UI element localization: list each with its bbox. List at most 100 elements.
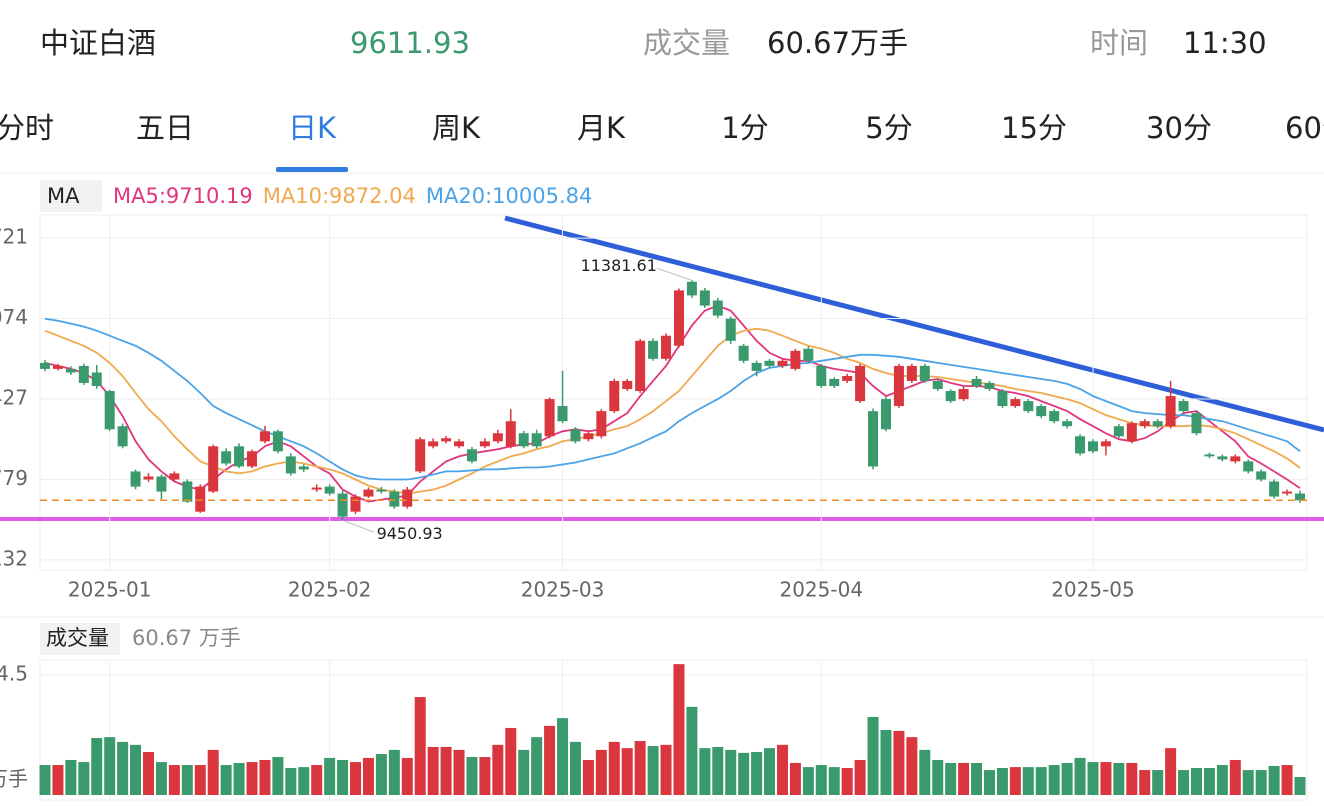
- volume-bar: [52, 765, 64, 795]
- period-tab[interactable]: 30分: [1146, 111, 1212, 145]
- high-leader: [656, 267, 693, 281]
- candle-body: [169, 473, 180, 480]
- candle-body: [764, 360, 775, 366]
- volume-bar: [466, 757, 478, 795]
- legend-entry: MA5:9710.19: [113, 184, 253, 208]
- candle-body: [1191, 413, 1202, 434]
- x-tick-label: 2025-02: [288, 578, 372, 602]
- volume-bar: [285, 768, 297, 795]
- x-tick-label: 2025-05: [1051, 578, 1135, 602]
- ma-line: [44, 327, 1301, 495]
- volume-bar: [569, 741, 581, 795]
- candle-body: [1139, 421, 1150, 427]
- candle-body: [324, 486, 335, 494]
- volume-bar: [958, 762, 970, 795]
- volume-chart-title: 成交量: [46, 626, 109, 650]
- volume-bar: [324, 757, 336, 795]
- candle-body: [712, 300, 723, 316]
- candle-body: [40, 362, 50, 369]
- volume-bar: [673, 664, 685, 795]
- volume-bar: [1216, 765, 1228, 795]
- candle-body: [221, 451, 232, 464]
- volume-bar: [634, 741, 646, 795]
- candle-body: [893, 365, 904, 407]
- candle-body: [518, 433, 529, 447]
- volume-bar: [1294, 776, 1306, 795]
- candle-body: [557, 406, 568, 422]
- volume-bar: [582, 759, 594, 795]
- volume-bar: [233, 762, 245, 795]
- candle-body: [182, 481, 193, 502]
- candle-body: [247, 451, 258, 467]
- volume-bar: [686, 706, 698, 795]
- candle-body: [52, 365, 63, 369]
- volume-bar: [1281, 765, 1293, 795]
- period-tab[interactable]: 日K: [288, 111, 337, 145]
- period-tab[interactable]: 月K: [577, 111, 626, 145]
- candle-body: [1269, 481, 1280, 497]
- ma-box: [40, 180, 102, 212]
- volume-bar: [1113, 762, 1125, 795]
- volume-bar: [492, 744, 504, 795]
- volume-bar: [1242, 770, 1254, 795]
- candle-body: [622, 380, 633, 390]
- period-tab[interactable]: 周K: [432, 111, 481, 145]
- volume-tick-label: 404.5: [0, 661, 28, 685]
- volume-bar: [440, 746, 452, 795]
- volume-bar: [712, 746, 724, 795]
- candle-body: [337, 493, 348, 517]
- candle-body: [78, 365, 89, 383]
- volume-bar: [699, 748, 711, 795]
- volume-bar: [906, 737, 918, 795]
- volume-bar: [259, 759, 271, 795]
- candle-body: [1230, 456, 1241, 462]
- volume-bar: [1087, 762, 1099, 795]
- candle-body: [285, 456, 296, 474]
- period-tab[interactable]: 15分: [1001, 111, 1067, 145]
- candle-body: [1256, 471, 1267, 480]
- volume-bar: [776, 744, 788, 795]
- candle-body: [958, 389, 969, 400]
- candle-body: [1023, 401, 1034, 412]
- candle-body: [234, 446, 245, 467]
- period-tab[interactable]: 1分: [721, 111, 768, 145]
- volume-bar: [453, 749, 465, 795]
- volume-bar: [789, 762, 801, 795]
- time-title: 时间: [1090, 26, 1148, 60]
- volume-bar: [932, 759, 944, 795]
- candle-body: [661, 335, 672, 359]
- volume-bar: [518, 749, 530, 795]
- candle-body: [1204, 454, 1215, 457]
- ma-title: MA: [47, 184, 80, 208]
- volume-bar: [1255, 770, 1267, 795]
- candle-body: [1010, 399, 1021, 407]
- candle-body: [583, 433, 594, 440]
- volume-bar: [1152, 770, 1164, 795]
- volume-bar: [1100, 762, 1112, 795]
- volume-frame: [39, 659, 1308, 801]
- candle-body: [104, 391, 115, 430]
- y-tick-label: 11721: [0, 225, 28, 249]
- candle-body: [1217, 456, 1228, 460]
- volume-bar: [880, 730, 892, 795]
- volume-bar: [647, 746, 659, 795]
- volume-value: 60.67万手: [767, 26, 908, 60]
- volume-bar: [207, 749, 219, 795]
- volume-bar: [802, 767, 814, 795]
- index-name: 中证白酒: [40, 26, 156, 60]
- candle-body: [919, 365, 930, 381]
- volume-bar: [78, 762, 90, 795]
- y-tick-label: 9132: [0, 546, 28, 570]
- period-tab[interactable]: 60分: [1285, 111, 1324, 145]
- candle-body: [376, 489, 387, 492]
- candle-body: [1152, 421, 1163, 427]
- volume-bar: [996, 768, 1008, 795]
- candle-body: [997, 391, 1008, 407]
- x-tick-label: 2025-01: [68, 578, 152, 602]
- period-tab[interactable]: 五日: [136, 111, 194, 145]
- period-tab[interactable]: 分时: [0, 111, 54, 145]
- volume-bar: [311, 765, 323, 795]
- volume-bar: [1190, 768, 1202, 795]
- period-tab[interactable]: 5分: [865, 111, 912, 145]
- candle-body: [441, 438, 452, 442]
